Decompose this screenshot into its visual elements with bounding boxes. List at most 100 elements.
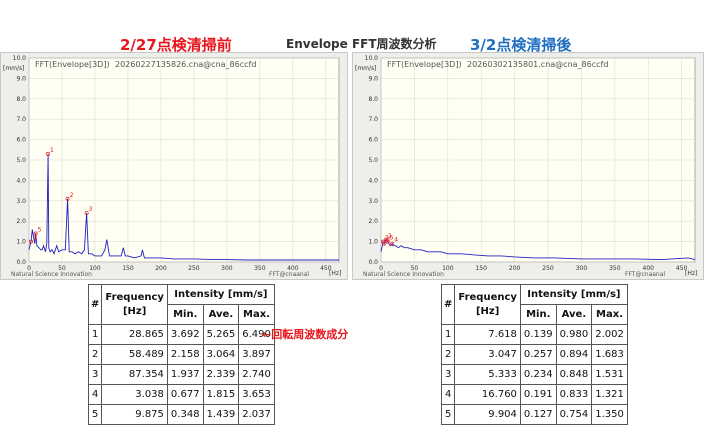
row-index: 5 [440, 404, 456, 425]
y-tick-label: 7.0 [368, 116, 378, 123]
y-tick-label: 8.0 [16, 96, 26, 103]
x-tick-label: 150 [475, 265, 487, 272]
peak-label: 4 [394, 237, 398, 244]
row-frequency: 9.875 [101, 404, 168, 425]
table-head-min: Min. [166, 304, 204, 325]
chart-title: FFT(Envelope[3D]) [387, 60, 462, 69]
row-max: 1.683 [591, 344, 628, 365]
table-row: 1 28.865 3.692 5.265 6.490 [87, 324, 275, 345]
y-unit-label: [mm/s] [3, 65, 25, 72]
table-row: 2 58.489 2.158 3.064 3.897 [87, 344, 275, 365]
y-tick-label: 3.0 [368, 198, 378, 205]
row-min: 0.191 [519, 384, 557, 405]
analysis-title: Envelope FFT周波数分析 [286, 37, 437, 51]
table-head-frequency: Frequency [Hz] [454, 284, 521, 325]
footer-brand: Natural Science Innovation [363, 271, 444, 278]
y-tick-label: 1.0 [16, 239, 26, 246]
rotation-frequency-note: ←回転周波数成分 [262, 328, 349, 341]
left-fft-chart: 10.0 9.0 8.0 7.0 6.0 5.0 4.0 3.0 2.0 1.0 0.00 50 100… [3, 55, 341, 278]
x-tick-label: 350 [609, 265, 621, 272]
x-tick-label: 100 [442, 265, 454, 272]
footer-brand: Natural Science Innovation [11, 271, 92, 278]
footer-tag: FFT@cnaanal [625, 271, 665, 278]
table-head-index: # [87, 284, 103, 325]
row-min: 0.234 [519, 364, 557, 385]
x-tick-label: 400 [287, 265, 299, 272]
table-head-min: Min. [519, 304, 557, 325]
table-head-max: Max. [238, 304, 275, 325]
row-min: 1.937 [166, 364, 204, 385]
table-head-frequency-label: Frequency [105, 291, 164, 303]
y-tick-label: 9.0 [16, 75, 26, 82]
left-table-body: 1 28.865 3.692 5.265 6.490 2 58.489 2.158 3.064 3… [87, 324, 275, 425]
row-max: 2.740 [238, 364, 275, 385]
x-tick-label: 300 [221, 265, 233, 272]
row-ave: 5.265 [202, 324, 240, 345]
row-frequency: 16.760 [454, 384, 521, 405]
peak-label: 4 [33, 235, 37, 242]
table-row: 2 3.047 0.257 0.894 1.683 [440, 344, 628, 365]
row-index: 3 [87, 364, 103, 385]
x-tick-label: 50 [58, 265, 66, 272]
after-cleaning-heading: 3/2点検清掃後 [470, 36, 572, 54]
peak-marker [382, 241, 387, 246]
peak-marker [385, 239, 390, 244]
peak-label: 5 [390, 235, 394, 242]
row-max: 3.653 [238, 384, 275, 405]
row-ave: 3.064 [202, 344, 240, 365]
table-head-intensity: Intensity [mm/s] [519, 284, 628, 305]
peak-label: 2 [70, 192, 74, 199]
x-tick-label: 50 [411, 265, 419, 272]
y-tick-label: 10.0 [365, 55, 379, 62]
x-tick-label: 300 [576, 265, 588, 272]
x-tick-label: 150 [122, 265, 134, 272]
row-max: 1.350 [591, 404, 628, 425]
x-unit-label: [Hz] [685, 270, 697, 277]
row-frequency: 58.489 [101, 344, 168, 365]
row-ave: 1.815 [202, 384, 240, 405]
row-frequency: 9.904 [454, 404, 521, 425]
x-tick-label: 400 [643, 265, 655, 272]
x-tick-label: 350 [254, 265, 266, 272]
table-row: 3 87.354 1.937 2.339 2.740 [87, 364, 275, 385]
x-tick-label: 200 [155, 265, 167, 272]
series-line [380, 238, 696, 261]
row-ave: 0.848 [555, 364, 593, 385]
row-max: 1.321 [591, 384, 628, 405]
x-tick-label: 450 [676, 265, 688, 272]
right-peak-table: # Frequency [Hz] Intensity [mm/s] Min. A… [440, 284, 628, 425]
peak-label: 5 [38, 226, 42, 233]
y-unit-label: [mm/s] [355, 65, 377, 72]
peak-label: 2 [385, 235, 389, 242]
row-min: 3.692 [166, 324, 204, 345]
chart-title: FFT(Envelope[3D]) [35, 60, 110, 69]
table-head-frequency-unit: [Hz] [122, 305, 147, 317]
left-peak-table: # Frequency [Hz] Intensity [mm/s] Min. A… [87, 284, 275, 425]
table-row: 4 3.038 0.677 1.815 3.653 [87, 384, 275, 405]
row-index: 3 [440, 364, 456, 385]
row-max: 2.037 [238, 404, 275, 425]
peak-marker [46, 151, 51, 156]
footer-tag: FFT@cnaanal [269, 271, 309, 278]
row-index: 5 [87, 404, 103, 425]
y-tick-label: 6.0 [368, 137, 378, 144]
y-tick-label: 6.0 [16, 137, 26, 144]
y-tick-label: 9.0 [368, 75, 378, 82]
table-row: 3 5.333 0.234 0.848 1.531 [440, 364, 628, 385]
y-tick-label: 4.0 [368, 177, 378, 184]
row-ave: 0.980 [555, 324, 593, 345]
table-row: 5 9.904 0.127 0.754 1.350 [440, 404, 628, 425]
table-head-index: # [440, 284, 456, 325]
row-frequency: 5.333 [454, 364, 521, 385]
row-index: 2 [440, 344, 456, 365]
table-row: 1 7.618 0.139 0.980 2.002 [440, 324, 628, 345]
table-head-frequency: Frequency [Hz] [101, 284, 168, 325]
row-min: 2.158 [166, 344, 204, 365]
y-tick-label: 5.0 [16, 157, 26, 164]
row-frequency: 87.354 [101, 364, 168, 385]
row-min: 0.677 [166, 384, 204, 405]
peak-label: 1 [388, 233, 392, 240]
row-index: 2 [87, 344, 103, 365]
row-ave: 1.439 [202, 404, 240, 425]
y-tick-label: 0.0 [368, 259, 378, 266]
